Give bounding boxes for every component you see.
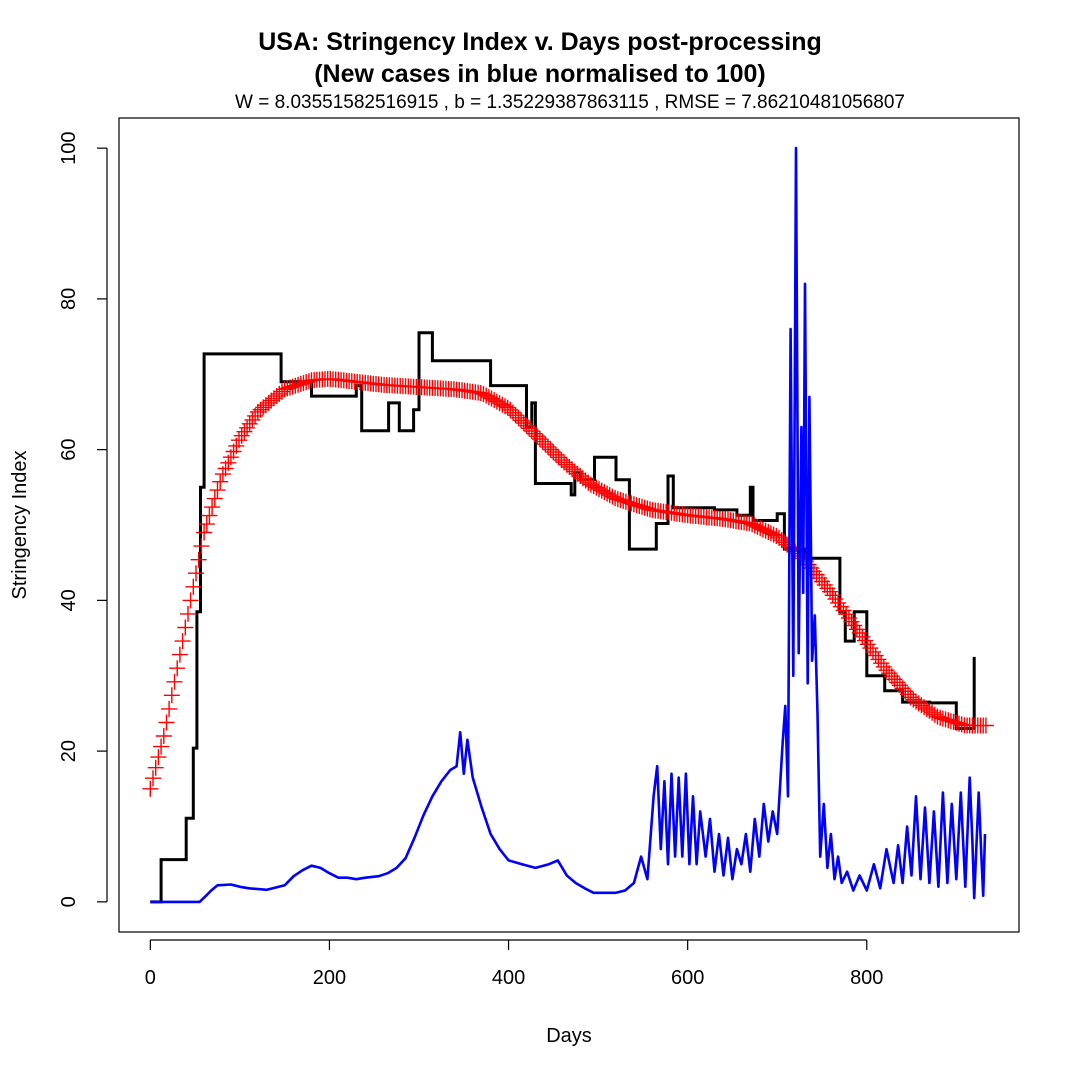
plot-frame (118, 117, 1020, 933)
x-axis-label: Days (546, 1025, 592, 1047)
axes-layer: 0 200 400 600 800 0 20 40 60 80 100 (58, 131, 883, 989)
chart-title: USA: Stringency Index v. Days post-proce… (0, 26, 1080, 90)
y-tick-label: 0 (58, 896, 80, 907)
x-tick-label: 0 (145, 967, 156, 989)
y-tick-label: 100 (58, 131, 80, 164)
chart-title-line-1: USA: Stringency Index v. Days post-proce… (258, 28, 822, 56)
x-tick-label: 400 (492, 967, 525, 989)
x-tick-label: 200 (313, 967, 346, 989)
x-tick-label: 800 (850, 967, 883, 989)
y-tick-label: 20 (58, 740, 80, 762)
y-axis-label: Stringency Index (9, 451, 31, 600)
y-tick-label: 40 (58, 589, 80, 611)
x-tick-label: 600 (671, 967, 704, 989)
y-tick-label: 60 (58, 439, 80, 461)
series-fitted-markers (142, 370, 994, 797)
fitted-plus-mark (142, 370, 994, 797)
series-layer (142, 146, 994, 904)
series-new-cases-line (150, 146, 987, 904)
chart-subtitle: W = 8.03551582516915 , b = 1.35229387863… (235, 92, 905, 113)
y-tick-label: 80 (58, 288, 80, 310)
chart-title-line-2: (New cases in blue normalised to 100) (314, 60, 766, 88)
